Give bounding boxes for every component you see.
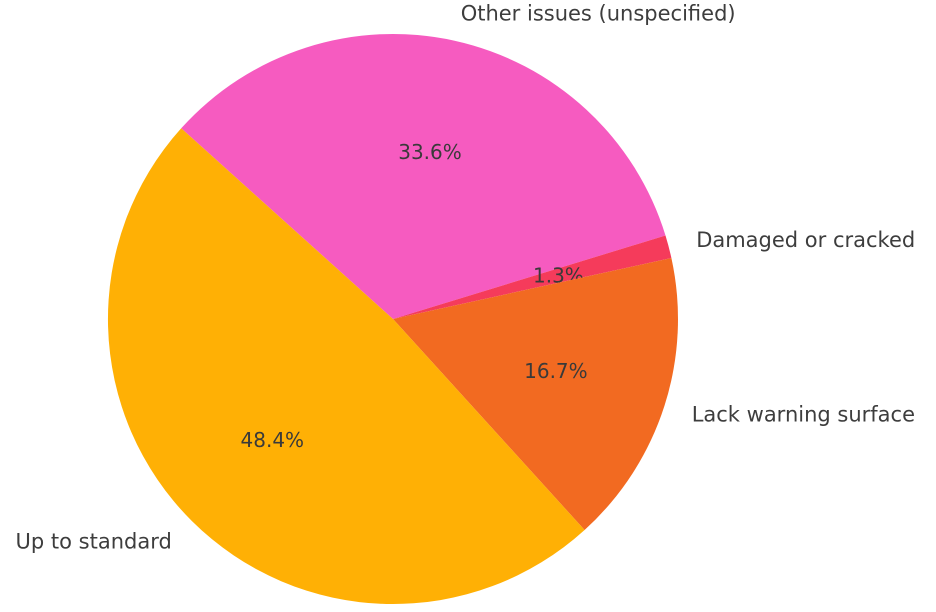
slice-label-up-to-standard: Up to standard	[16, 529, 172, 553]
slice-label-damaged-or-cracked: Damaged or cracked	[696, 228, 915, 252]
pie-slice-lack-warning-surface	[393, 257, 678, 530]
pie-slice-damaged-or-cracked	[393, 235, 672, 319]
slice-label-lack-warning-surface: Lack warning surface	[692, 403, 915, 427]
pct-label-up-to-standard: 48.4%	[241, 428, 305, 452]
pie-slice-other-issues-unspecified	[181, 33, 666, 319]
slice-label-other-issues-unspecified: Other issues (unspecified)	[461, 1, 736, 25]
pct-label-other-issues-unspecified: 33.6%	[398, 140, 462, 164]
pie-slice-up-to-standard	[107, 128, 585, 605]
pct-label-lack-warning-surface: 16.7%	[524, 359, 588, 383]
